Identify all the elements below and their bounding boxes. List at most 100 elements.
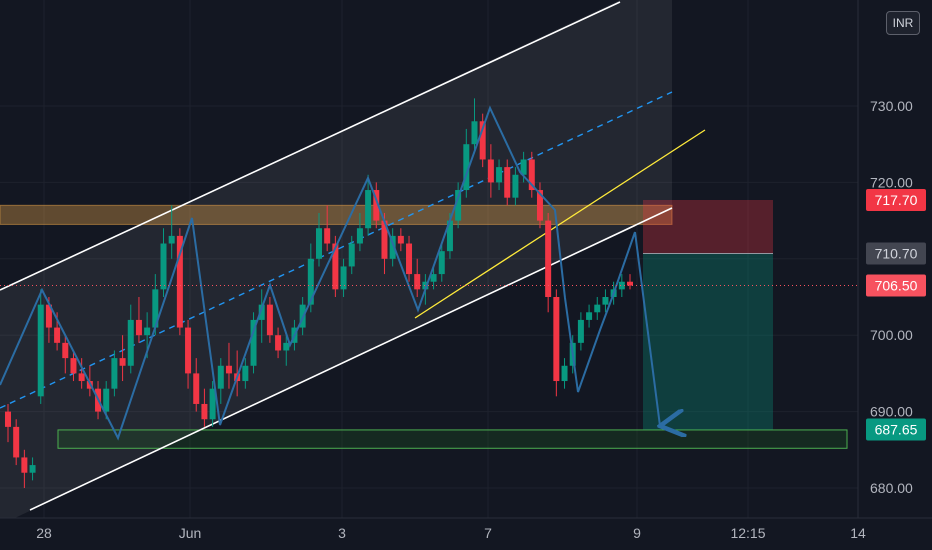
- candle-body: [70, 358, 77, 374]
- candle-body: [397, 235, 404, 244]
- currency-button[interactable]: INR: [886, 11, 920, 35]
- time-tick-label: Jun: [179, 525, 202, 541]
- candle-body: [307, 258, 314, 305]
- candle-body: [586, 312, 593, 320]
- candle-body: [54, 327, 61, 343]
- candle-body: [545, 220, 552, 297]
- time-axis-labels: 28 Jun 3 7 9 12:15 14: [36, 525, 866, 541]
- candle-body: [594, 304, 601, 313]
- candle-body: [160, 243, 167, 290]
- candle-body: [536, 190, 543, 221]
- candle-body: [78, 373, 85, 382]
- candle-body: [553, 297, 560, 382]
- candle-body: [29, 465, 36, 473]
- candle-body: [496, 167, 503, 183]
- candle-body: [602, 297, 609, 305]
- candle-body: [528, 159, 535, 191]
- candle-body: [209, 388, 216, 420]
- candle-body: [225, 365, 232, 374]
- take-profit-box: [643, 253, 773, 430]
- candle-body: [512, 174, 519, 198]
- candle-body: [144, 327, 151, 336]
- time-tick-label: 3: [338, 525, 346, 541]
- candle-body: [176, 235, 183, 328]
- candle-body: [201, 403, 208, 420]
- candle-body: [45, 304, 52, 328]
- candle-body: [250, 319, 257, 366]
- channel-median-line: [0, 91, 673, 409]
- price-tag: [866, 242, 926, 265]
- price-tick-label: 690.00: [870, 404, 913, 420]
- candle-body: [406, 243, 413, 275]
- candle-body: [283, 342, 290, 351]
- price-tag-label: 717.70: [875, 192, 918, 208]
- stop-loss-box: [643, 199, 773, 254]
- candle-body: [381, 220, 388, 259]
- candle-body: [152, 289, 159, 328]
- candle-body: [266, 304, 273, 336]
- price-tag: [866, 274, 926, 297]
- candle-body: [13, 426, 20, 458]
- support-zone: [57, 429, 848, 449]
- price-tag-label: 706.50: [875, 278, 918, 294]
- candle-body: [185, 327, 192, 374]
- price-tick-label: 680.00: [870, 480, 913, 496]
- price-tag: [866, 418, 926, 441]
- candle-body: [127, 319, 134, 366]
- candle-body: [111, 358, 118, 389]
- candle-body: [577, 319, 584, 343]
- candle-body: [627, 281, 633, 286]
- candle-body: [471, 121, 478, 145]
- time-tick-label: 12:15: [730, 525, 765, 541]
- candle-body: [258, 304, 265, 320]
- projection-arrow: [634, 231, 660, 426]
- candle-body: [389, 235, 396, 259]
- time-tick-label: 7: [484, 525, 492, 541]
- candle-body: [316, 228, 322, 259]
- candle-body: [275, 335, 282, 351]
- price-tick-label: 720.00: [870, 174, 913, 190]
- candle-body: [324, 228, 331, 244]
- price-tick-label: 730.00: [870, 98, 913, 114]
- candle-body: [242, 365, 249, 382]
- candle-body: [217, 365, 224, 389]
- time-tick-label: 14: [850, 525, 866, 541]
- candle-body: [340, 266, 347, 290]
- trend-line: [414, 129, 706, 319]
- candle-body: [520, 159, 527, 175]
- candle-body: [487, 159, 494, 183]
- candle-body: [422, 281, 429, 290]
- resistance-zone: [0, 204, 673, 225]
- candle-body: [193, 373, 200, 404]
- candle-body: [103, 388, 110, 412]
- candle-body: [21, 457, 28, 473]
- candle-body: [455, 190, 462, 221]
- price-tick-label: 700.00: [870, 327, 913, 343]
- candle-body: [348, 243, 355, 267]
- price-tag: [866, 188, 926, 211]
- grid: [0, 0, 859, 518]
- price-tags: 717.70 710.70 706.50 687.65: [866, 188, 926, 441]
- candle-body: [356, 228, 363, 244]
- candle-body: [504, 167, 511, 198]
- zigzag-line: [0, 105, 636, 441]
- candle-body: [37, 304, 44, 397]
- candle-body: [5, 411, 11, 427]
- time-axis[interactable]: [0, 518, 932, 550]
- candle-body: [446, 220, 453, 252]
- candle-body: [479, 121, 486, 160]
- candle-body: [332, 243, 339, 290]
- time-tick-label: 9: [633, 525, 641, 541]
- price-tag-label: 710.70: [875, 245, 918, 261]
- candle-body: [119, 358, 126, 366]
- candle-body: [438, 251, 445, 275]
- candle-body: [168, 235, 175, 244]
- candle-body: [430, 274, 437, 282]
- price-tag-label: 687.65: [875, 422, 918, 438]
- candle-body: [463, 144, 470, 191]
- candle-body: [561, 365, 568, 382]
- candle-body: [62, 342, 69, 359]
- candle-body: [618, 281, 625, 290]
